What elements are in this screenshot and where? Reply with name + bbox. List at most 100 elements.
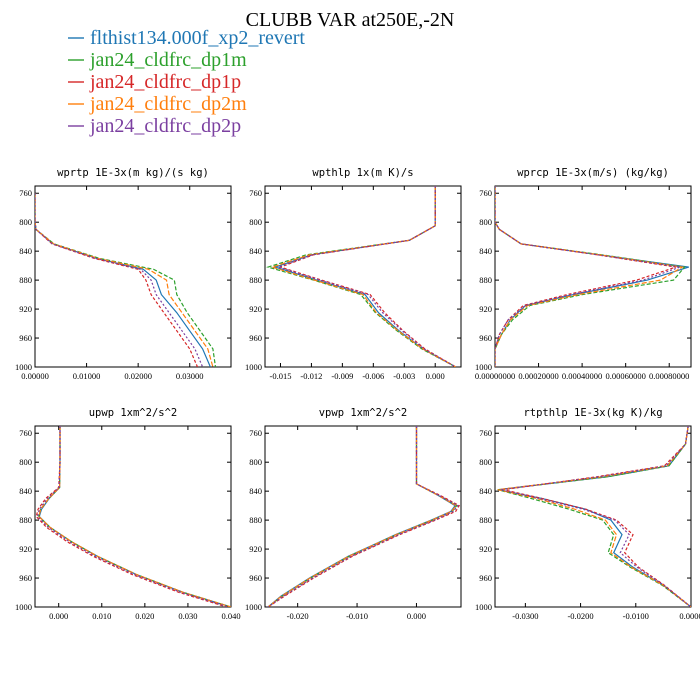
series-line (35, 193, 214, 367)
series-line (35, 193, 199, 367)
y-tick-label: 760 (479, 188, 492, 198)
y-tick-label: 800 (249, 457, 262, 467)
legend-entry: flthist134.000f_xp2_revert (68, 27, 305, 49)
x-tick-label: 0.01000 (73, 371, 101, 381)
legend-label: jan24_cldfrc_dp1p (89, 71, 241, 93)
x-tick-label: 0.00080000 (649, 371, 689, 381)
y-tick-label: 840 (479, 246, 492, 256)
y-tick-label: 760 (249, 428, 262, 438)
x-tick-label: 0.0000 (679, 611, 700, 621)
y-tick-label: 960 (249, 333, 262, 343)
y-tick-label: 880 (479, 275, 492, 285)
series-group (266, 186, 457, 367)
x-tick-label: 0.040 (221, 611, 240, 621)
y-tick-label: 880 (479, 515, 492, 525)
y-tick-label: 880 (249, 275, 262, 285)
x-tick-label: -0.0100 (623, 611, 649, 621)
y-tick-label: 880 (249, 515, 262, 525)
subplot-title: rtpthlp 1E-3x(kg K)/kg (523, 407, 662, 419)
y-tick-label: 1000 (15, 602, 32, 612)
panels: wprtp 1E-3x(m kg)/(s kg) 760 800 840 880 920 9… (15, 167, 700, 621)
subplot-title: wpthlp 1x(m K)/s (312, 167, 413, 179)
y-tick-label: 960 (479, 333, 492, 343)
y-tick-label: 1000 (15, 362, 32, 372)
legend-label: jan24_cldfrc_dp2p (89, 115, 241, 137)
subplot: wpthlp 1x(m K)/s 760 800 840 880 920 960 1000 -0… (245, 167, 462, 381)
x-tick-label: -0.015 (269, 371, 291, 381)
subplot-title: vpwp 1xm^2/s^2 (319, 407, 408, 419)
series-line (267, 426, 456, 607)
x-tick-label: 0.020 (135, 611, 154, 621)
series-line (35, 193, 217, 367)
x-tick-label: 0.00040000 (562, 371, 602, 381)
subplot-title: upwp 1xm^2/s^2 (89, 407, 178, 419)
subplot: rtpthlp 1E-3x(kg K)/kg 760 800 840 880 920 960… (475, 407, 700, 621)
y-tick-label: 920 (479, 304, 492, 314)
series-line (276, 186, 457, 367)
series-line (36, 426, 229, 607)
x-tick-label: -0.0300 (512, 611, 538, 621)
y-tick-label: 840 (479, 486, 492, 496)
subplot: upwp 1xm^2/s^2 760 800 840 880 920 960 1000 0.00… (15, 407, 241, 621)
x-tick-label: 0.03000 (176, 371, 204, 381)
x-tick-label: 0.00000 (21, 371, 49, 381)
series-line (38, 426, 231, 607)
series-line (266, 186, 457, 367)
y-tick-label: 760 (479, 428, 492, 438)
y-tick-label: 960 (479, 573, 492, 583)
x-tick-label: 0.030 (178, 611, 197, 621)
legend-label: jan24_cldfrc_dp1m (89, 49, 247, 71)
series-group (267, 426, 461, 607)
y-tick-label: 920 (19, 304, 32, 314)
series-line (495, 186, 681, 367)
y-tick-label: 880 (19, 515, 32, 525)
x-tick-label: 0.010 (92, 611, 111, 621)
y-tick-label: 880 (19, 275, 32, 285)
x-tick-label: 0.000 (407, 611, 426, 621)
y-tick-label: 920 (479, 544, 492, 554)
x-tick-label: -0.006 (362, 371, 384, 381)
y-tick-label: 920 (19, 544, 32, 554)
x-tick-label: -0.020 (287, 611, 309, 621)
y-tick-label: 1000 (475, 362, 492, 372)
x-tick-label: 0.00000000 (475, 371, 515, 381)
legend-label: flthist134.000f_xp2_revert (90, 27, 305, 49)
plot-frame (34, 425, 232, 608)
y-tick-label: 840 (249, 486, 262, 496)
subplot-title: wprcp 1E-3x(m/s) (kg/kg) (517, 167, 669, 179)
y-tick-label: 960 (19, 333, 32, 343)
y-tick-label: 920 (249, 304, 262, 314)
series-line (267, 426, 461, 607)
series-line (495, 186, 686, 367)
y-tick-label: 1000 (245, 602, 262, 612)
legend: flthist134.000f_xp2_revertjan24_cldfrc_d… (68, 27, 305, 137)
y-tick-label: 800 (479, 217, 492, 227)
y-tick-label: 800 (249, 217, 262, 227)
series-line (35, 193, 204, 367)
x-tick-label: 0.02000 (124, 371, 152, 381)
x-tick-label: -0.012 (300, 371, 322, 381)
series-group (497, 426, 691, 607)
y-tick-label: 760 (19, 428, 32, 438)
y-tick-label: 960 (19, 573, 32, 583)
series-line (267, 426, 458, 607)
y-tick-label: 800 (19, 217, 32, 227)
y-tick-label: 960 (249, 573, 262, 583)
plot-frame (34, 185, 232, 368)
x-tick-label: -0.003 (393, 371, 415, 381)
x-tick-label: 0.00060000 (605, 371, 645, 381)
legend-entry: jan24_cldfrc_dp2m (68, 93, 247, 115)
plot-frame (264, 425, 462, 608)
subplot-title: wprtp 1E-3x(m kg)/(s kg) (57, 167, 209, 179)
series-group (35, 426, 231, 607)
y-tick-label: 840 (249, 246, 262, 256)
series-line (497, 426, 691, 607)
subplot: wprtp 1E-3x(m kg)/(s kg) 760 800 840 880 920 9… (15, 167, 232, 381)
y-tick-label: 920 (249, 544, 262, 554)
series-line (35, 426, 227, 607)
series-line (267, 426, 459, 607)
series-line (497, 426, 691, 607)
y-tick-label: 760 (249, 188, 262, 198)
series-line (495, 186, 685, 367)
x-tick-label: -0.010 (346, 611, 368, 621)
